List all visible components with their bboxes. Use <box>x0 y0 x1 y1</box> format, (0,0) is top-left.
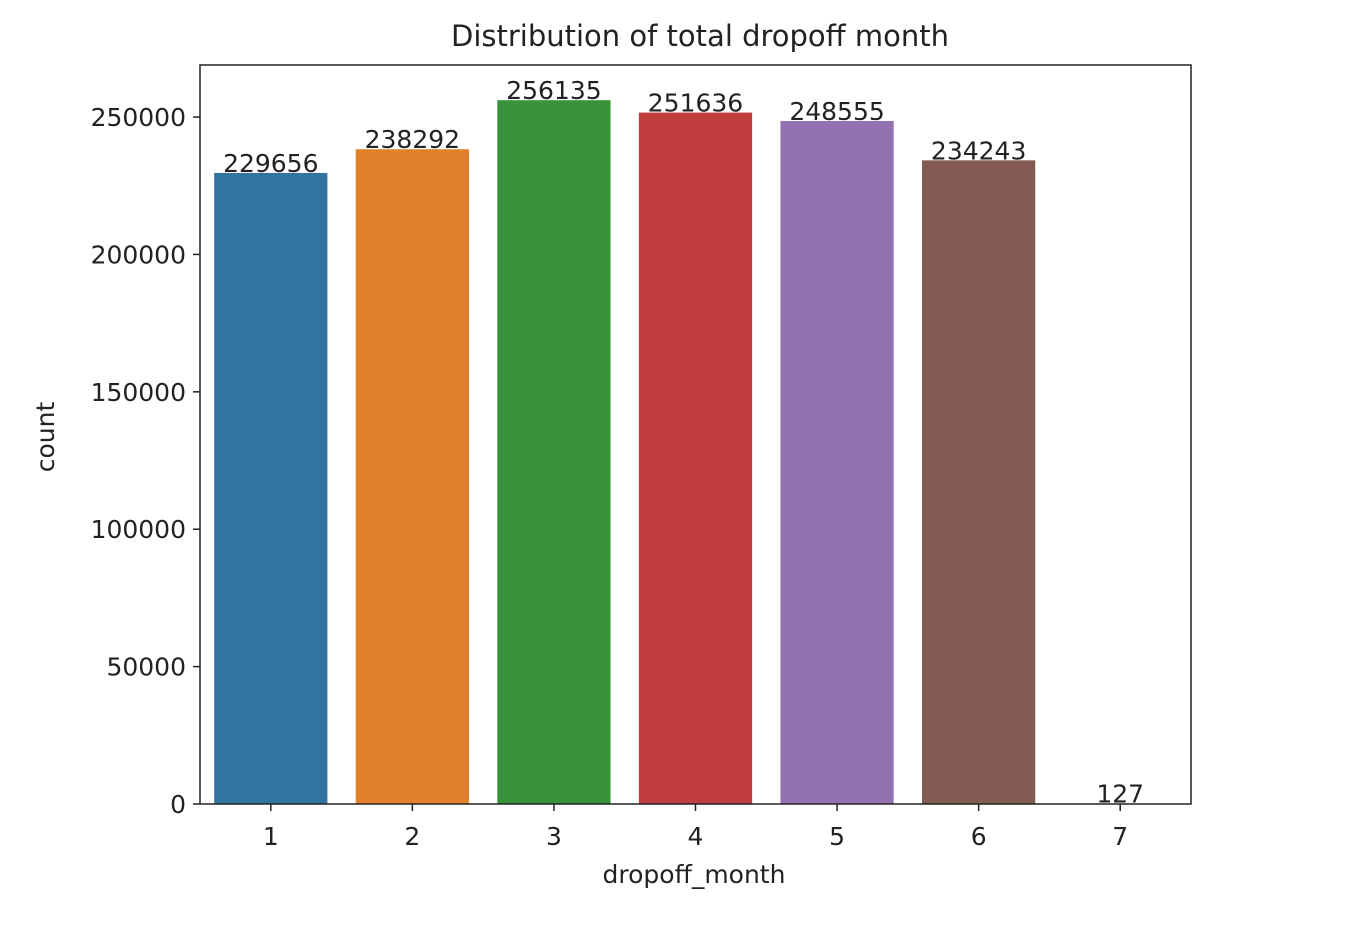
value-label: 238292 <box>365 125 460 154</box>
value-label: 256135 <box>506 76 601 105</box>
y-tick-label: 100000 <box>91 515 186 544</box>
x-tick-label: 3 <box>546 822 562 851</box>
x-axis-label: dropoff_month <box>603 860 786 889</box>
bar <box>638 112 753 804</box>
value-label: 234243 <box>931 136 1026 165</box>
value-label: 251636 <box>648 89 743 118</box>
x-tick-label: 5 <box>829 822 845 851</box>
y-tick-label: 200000 <box>91 240 186 269</box>
x-tick-label: 2 <box>404 822 420 851</box>
chart-title: Distribution of total dropoff month <box>451 19 949 53</box>
x-tick-label: 6 <box>971 822 987 851</box>
value-label: 229656 <box>223 149 318 178</box>
x-tick-label: 1 <box>263 822 279 851</box>
plot-area: 0 50000 100000 150000 200000 250000 1 229656 2 23… <box>91 76 1177 851</box>
axes-frame <box>199 64 1192 805</box>
y-axis-label: count <box>31 402 60 473</box>
bar <box>497 100 611 804</box>
y-tick-label: 0 <box>170 790 186 819</box>
bar <box>780 121 894 805</box>
x-tick-label: 7 <box>1112 822 1128 851</box>
value-label: 248555 <box>789 97 884 126</box>
y-tick-label: 50000 <box>106 653 186 682</box>
x-tick-label: 4 <box>688 822 704 851</box>
y-tick-label: 150000 <box>91 378 186 407</box>
bar <box>922 160 1036 804</box>
y-tick-label: 250000 <box>91 103 186 132</box>
bar <box>355 149 469 804</box>
bar <box>214 172 328 804</box>
